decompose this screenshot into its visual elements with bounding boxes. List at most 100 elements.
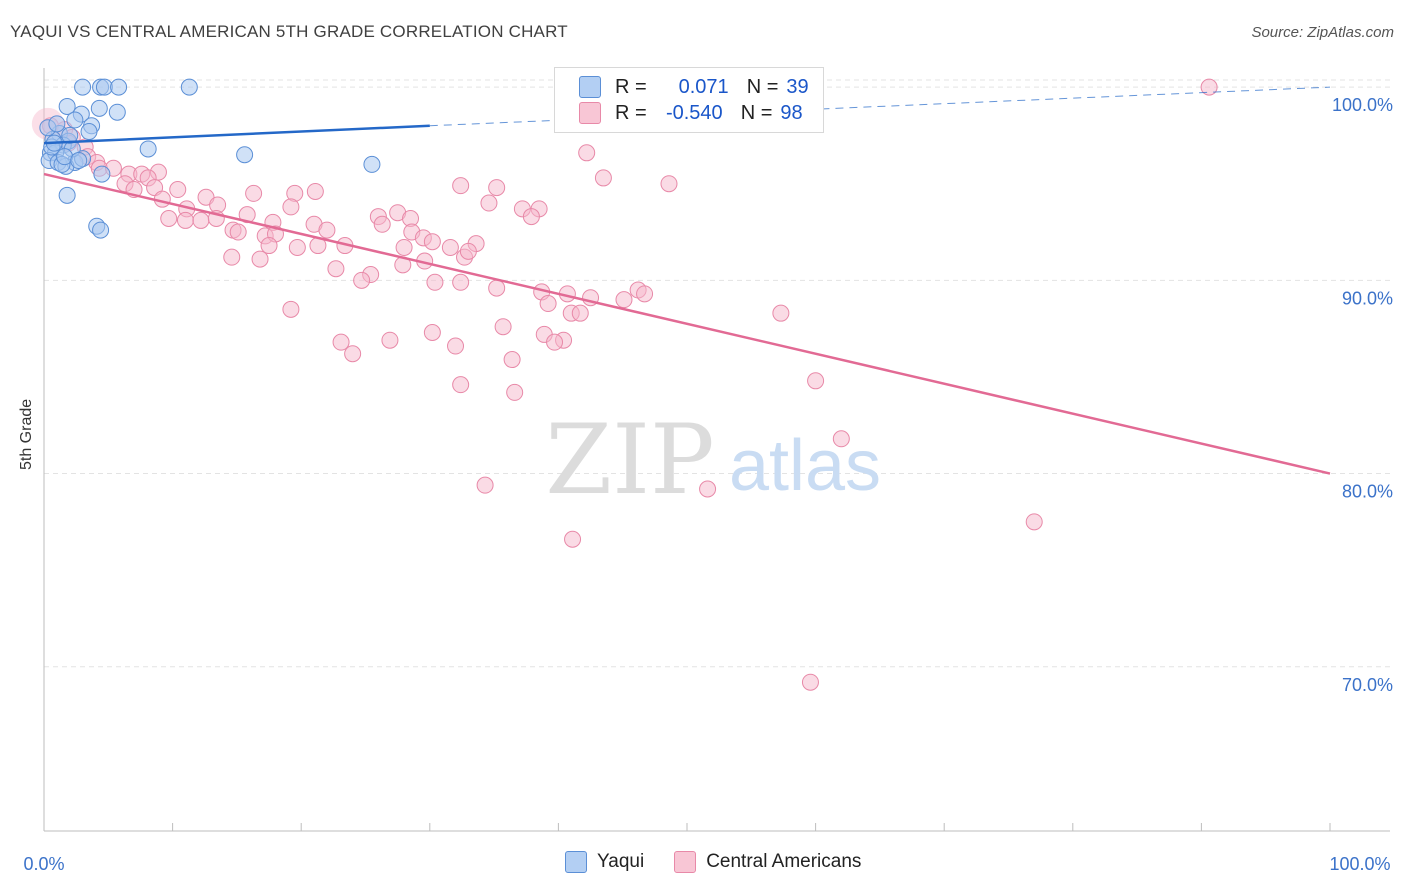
legend-r-label: R = [615, 101, 647, 124]
central-americans-point [260, 237, 278, 255]
yaqui-point [66, 111, 84, 129]
yaqui-point [363, 155, 381, 173]
central-americans-point [423, 233, 441, 251]
central-americans-point [447, 337, 465, 355]
trend-lines [43, 86, 1331, 475]
central-americans-point [578, 144, 596, 162]
central-americans-point [494, 318, 512, 336]
yaqui-point [48, 115, 66, 133]
yaqui-trend-line [43, 124, 430, 145]
central-americans-point [459, 242, 477, 260]
central-legend-swatch [674, 851, 697, 873]
yaqui-point [70, 152, 88, 170]
legend-r-value: -0.540 [665, 101, 723, 124]
central-americans-point [480, 194, 498, 212]
central-americans-point [282, 300, 300, 318]
central-americans-point [344, 345, 362, 363]
central-americans-point [832, 430, 850, 448]
central-americans-points [31, 78, 1218, 691]
central-americans-point [488, 279, 506, 297]
correlation-legend: R = 0.071 N = 39 R = -0.540 N = 98 [554, 67, 824, 133]
central-americans-point [318, 221, 336, 239]
central-americans-point [636, 285, 654, 303]
central-americans-point [381, 331, 399, 349]
yaqui-trend-extension [429, 86, 1331, 127]
central-americans-point [245, 184, 263, 202]
central-americans-point [282, 198, 300, 216]
yaqui-point [92, 221, 110, 239]
central-americans-point [452, 273, 470, 291]
legend-r-label: R = [615, 75, 647, 98]
y-tick-label: 80.0% [1342, 482, 1393, 502]
yaqui-point [108, 103, 126, 121]
tick-labels: 70.0% 80.0% 90.0% 100.0% 0.0% 100.0% [23, 95, 1393, 874]
central-americans-point [488, 179, 506, 197]
central-americans-point [699, 480, 717, 498]
central-americans-point [452, 376, 470, 394]
yaqui-point [110, 78, 128, 96]
yaqui-point [61, 126, 79, 144]
watermark-zip: ZIP [545, 404, 714, 516]
central-americans-point [423, 324, 441, 342]
legend-n-label: N = [740, 101, 773, 124]
central-americans-point [615, 291, 633, 309]
central-swatch [579, 102, 601, 124]
central-americans-point [160, 210, 178, 228]
central-americans-point [539, 295, 557, 313]
yaqui-point [56, 148, 74, 166]
central-americans-point [564, 530, 582, 548]
central-americans-point [306, 182, 324, 200]
yaqui-point [80, 123, 98, 141]
y-tick-label: 90.0% [1342, 288, 1393, 308]
central-americans-point [353, 271, 371, 289]
central-americans-point [229, 223, 247, 241]
yaqui-point [95, 78, 113, 96]
yaqui-point [58, 97, 76, 115]
axes [43, 68, 1390, 832]
central-americans-point [395, 238, 413, 256]
central-legend-label: Central Americans [706, 851, 862, 872]
yaqui-legend-swatch [565, 851, 587, 873]
watermark-atlas: atlas [729, 426, 881, 506]
yaqui-point [90, 99, 108, 117]
yaqui-point [180, 78, 198, 96]
central-americans-point [169, 181, 187, 199]
legend-n-value: 98 [780, 101, 803, 124]
central-americans-point [327, 260, 345, 278]
yaqui-point [58, 186, 76, 204]
central-americans-point [503, 351, 521, 369]
central-americans-point [426, 273, 444, 291]
central-americans-point [594, 169, 612, 187]
central-americans-point [801, 673, 819, 691]
yaqui-point [74, 78, 92, 96]
legend-row-central: R = -0.540 N = 98 [579, 101, 803, 125]
y-tick-label: 100.0% [1332, 95, 1393, 115]
central-americans-point [476, 476, 494, 494]
yaqui-point [236, 146, 254, 164]
x-tick-label-min: 0.0% [23, 854, 64, 874]
central-americans-point [1025, 513, 1043, 531]
central-americans-trend-line [43, 172, 1331, 475]
central-americans-point [452, 177, 470, 195]
yaqui-legend-label: Yaqui [597, 851, 645, 872]
legend-r-value: 0.071 [678, 75, 729, 98]
central-americans-point [571, 304, 589, 322]
central-americans-point [441, 238, 459, 256]
legend-n-value: 39 [786, 75, 809, 98]
chart-title: YAQUI VS CENTRAL AMERICAN 5TH GRADE CORR… [10, 22, 568, 41]
grid-lines [44, 79, 1390, 668]
central-americans-point [522, 208, 540, 226]
central-americans-point [223, 248, 241, 266]
y-axis-label: 5th Grade [18, 398, 35, 470]
yaqui-point [93, 165, 111, 183]
central-americans-point [506, 383, 524, 401]
legend-n-label: N = [746, 75, 779, 98]
series-legend: Yaqui Central Americans [565, 851, 861, 873]
yaqui-swatch [579, 76, 601, 98]
central-americans-point [373, 215, 391, 233]
y-tick-label: 70.0% [1342, 675, 1393, 695]
central-americans-point [660, 175, 678, 193]
yaqui-point [139, 140, 157, 158]
central-americans-point [546, 333, 564, 351]
